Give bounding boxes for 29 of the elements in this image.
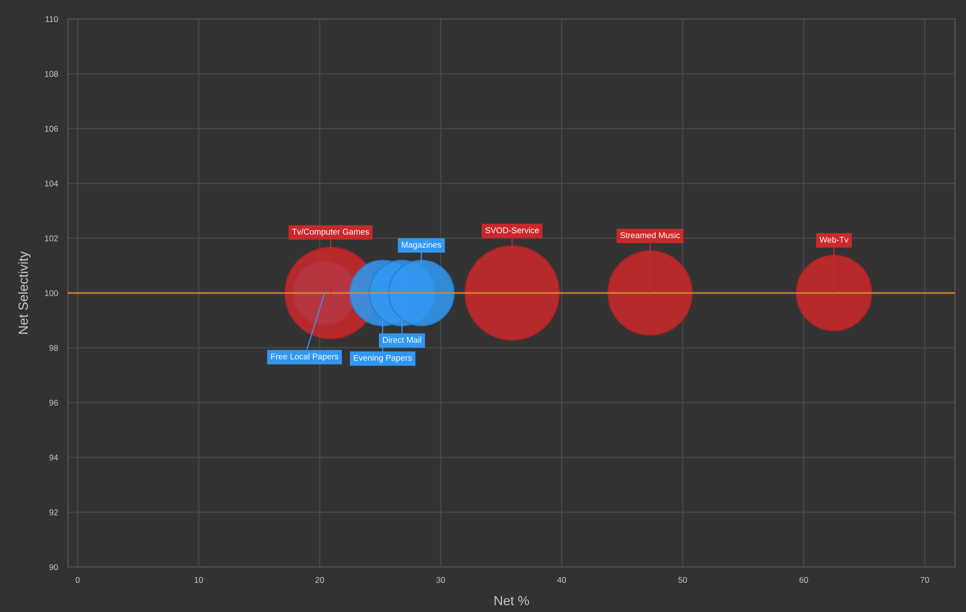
x-tick-label: 60 — [800, 576, 808, 583]
text: Free Local Papers — [271, 353, 338, 362]
x-tick-label: 70 — [920, 576, 930, 583]
y-axis-title: Net Selectivity — [18, 251, 30, 334]
x-tick-label: 10 — [194, 576, 203, 583]
series-label: Direct Mail — [382, 336, 422, 343]
y-tick-label: 100 — [45, 290, 58, 296]
x-tick-label: 30 — [436, 576, 446, 583]
x-tick-label: 50 — [678, 576, 688, 583]
series-label: Magazines — [402, 242, 442, 250]
x-tick-label: 0 — [76, 576, 80, 583]
x-axis-title: Net % — [494, 596, 529, 606]
y-tick-label: 92 — [49, 509, 58, 516]
x-tick-label: 40 — [557, 576, 566, 583]
y-tick-label: 102 — [45, 235, 58, 242]
series-label: Streamed Music — [620, 232, 680, 238]
y-tick-label: 94 — [49, 454, 58, 460]
x-tick-label: 20 — [315, 576, 324, 583]
y-tick-label: 98 — [49, 345, 58, 351]
series-label: Tv/Computer Games — [292, 228, 369, 236]
series-label: SVOD-Service — [485, 227, 539, 234]
y-tick-label: 96 — [49, 400, 58, 406]
series-label: Web-Tv — [820, 236, 848, 243]
text: Evening Papers — [354, 354, 412, 362]
y-tick-label: 106 — [45, 126, 58, 132]
y-tick-label: 104 — [45, 180, 58, 186]
y-tick-label: 90 — [49, 564, 58, 570]
y-tick-label: 108 — [45, 71, 58, 77]
y-tick-label: 110 — [46, 16, 58, 22]
